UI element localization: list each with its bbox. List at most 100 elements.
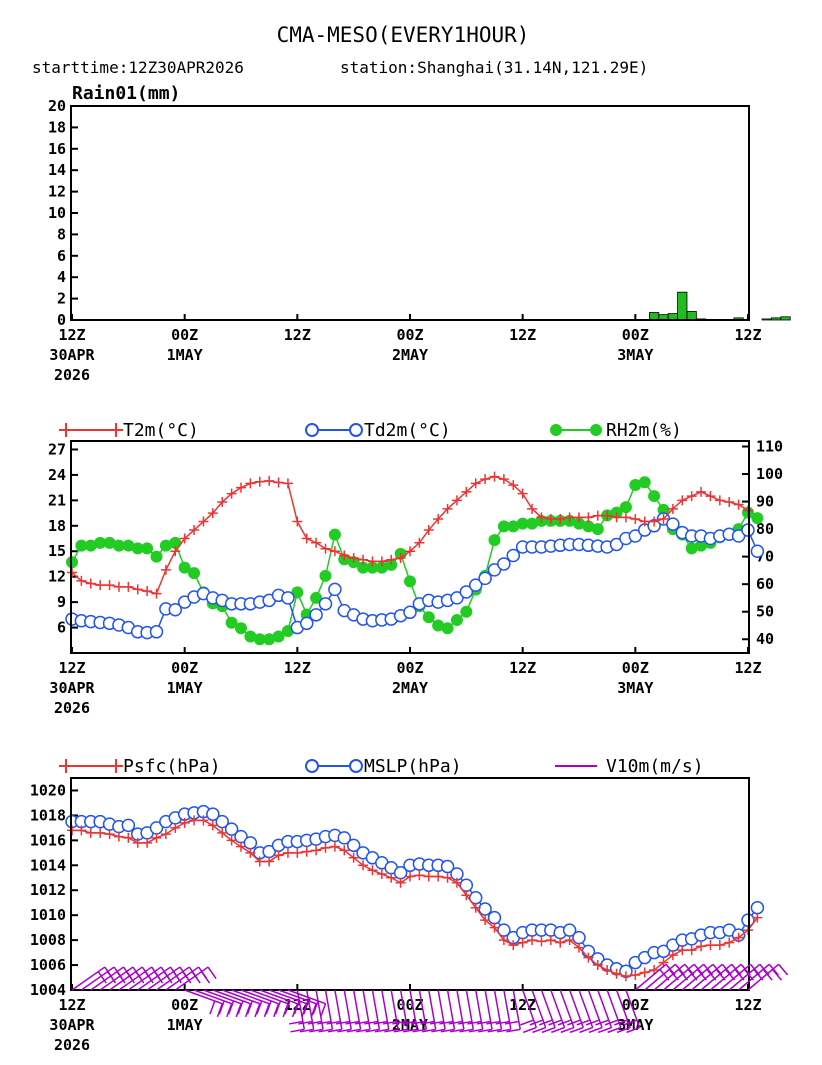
wind-barb <box>548 989 566 1034</box>
rh2m-point <box>253 633 266 646</box>
y-tick-label: 1006 <box>30 956 66 974</box>
y-tick-label: 1008 <box>30 931 66 949</box>
t2m-point <box>442 503 453 514</box>
psfc-point <box>142 837 153 848</box>
rh2m-point <box>103 536 116 549</box>
t2m-point <box>329 546 340 557</box>
y-tick-label: 1016 <box>30 831 66 849</box>
t2m-point <box>254 476 265 487</box>
wind-barb <box>623 989 641 1034</box>
y-tick-label: 14 <box>48 161 66 179</box>
t2m-point <box>423 525 434 536</box>
t2m-point <box>620 512 631 523</box>
y2-tick-label: 60 <box>756 575 774 593</box>
psfc-point <box>480 915 491 926</box>
x-tick-hour: 12Z <box>284 659 311 677</box>
rh2m-point <box>94 536 107 549</box>
td2m-point <box>318 597 333 611</box>
psfc-point <box>329 841 340 852</box>
t2m-point <box>386 554 397 565</box>
y2-tick-label: 100 <box>756 465 783 483</box>
x-tick-hour: 12Z <box>509 326 536 344</box>
td2m-point <box>149 625 164 639</box>
rh2m-point <box>291 586 304 599</box>
psfc-point <box>76 825 87 836</box>
t2m-point <box>217 497 228 508</box>
psfc-point <box>339 845 350 856</box>
psfc-point <box>301 846 312 857</box>
x-tick-hour: 12Z <box>734 996 761 1014</box>
rh2m-point <box>188 567 201 580</box>
wind-barb <box>585 989 603 1034</box>
psfc-point <box>574 942 584 953</box>
t2m-point <box>592 510 603 521</box>
psfc-point <box>423 871 434 882</box>
rh2m-point <box>638 476 651 489</box>
rh2m-point <box>751 512 764 525</box>
legend-psfc-label: Psfc(hPa) <box>123 756 221 777</box>
rh2m-point <box>244 630 257 643</box>
y-tick-label: 21 <box>48 491 66 509</box>
y-tick-label: 4 <box>57 268 66 286</box>
mslp-point <box>206 807 220 821</box>
x-tick-hour: 12Z <box>734 659 761 677</box>
rh2m-point <box>441 622 454 635</box>
t2m-point <box>95 580 106 591</box>
y-tick-label: 1004 <box>30 981 66 999</box>
wind-barb <box>529 989 547 1034</box>
y-tick-label: 16 <box>48 140 66 158</box>
wind-barb <box>538 989 556 1034</box>
rh2m-point <box>375 561 388 574</box>
t2m-point <box>113 581 124 592</box>
x-tick-date: 1MAY <box>167 1016 203 1034</box>
psfc-point <box>217 827 228 838</box>
y-tick-label: 6 <box>57 619 66 637</box>
rh2m-point <box>582 520 595 533</box>
psfc-point <box>160 829 171 840</box>
psfc-point <box>95 827 106 838</box>
t2m-point <box>376 556 387 567</box>
rh2m-point <box>648 490 661 503</box>
t2m-point <box>545 514 556 525</box>
psfc-point <box>311 845 322 856</box>
psfc-point <box>752 912 763 923</box>
x-tick-date: 2MAY <box>392 679 428 697</box>
mslp-point <box>487 910 502 925</box>
rh2m-point <box>450 613 463 626</box>
psfc-point <box>630 970 641 981</box>
psfc-point <box>198 815 209 826</box>
psfc-point <box>132 837 143 848</box>
rh2m-point <box>225 616 238 629</box>
y-tick-label: 1014 <box>30 856 66 874</box>
t2m-point <box>517 488 528 499</box>
wind-barb <box>738 963 779 991</box>
psfc-point <box>527 935 538 946</box>
rh2m-point <box>460 605 473 618</box>
psfc-point <box>179 817 190 828</box>
x-tick-date: 3MAY <box>617 1016 653 1034</box>
rh2m-point <box>319 569 332 582</box>
rh2m-point <box>159 539 172 552</box>
mslp-point <box>572 930 586 945</box>
t2m-point <box>677 495 688 506</box>
y-tick-label: 12 <box>48 183 66 201</box>
wind-barb <box>231 989 270 1018</box>
rain-plot-frame <box>70 105 750 321</box>
psfc-point <box>405 871 415 882</box>
psfc-point <box>545 935 556 946</box>
t2m-point <box>574 512 584 523</box>
rh2m-point <box>385 558 398 571</box>
psfc-point <box>620 971 631 982</box>
y2-tick-label: 50 <box>756 603 774 621</box>
wind-barb <box>203 989 242 1018</box>
t2m-point <box>179 533 190 544</box>
td2m-point <box>731 529 746 543</box>
psfc-point <box>254 856 265 867</box>
t2m-point <box>189 525 200 536</box>
t2m-point <box>320 543 331 554</box>
t2m-point <box>714 495 725 506</box>
wind-barb <box>504 989 521 1033</box>
psfc-point <box>602 965 613 976</box>
legend-td2m: Td2m(°C) <box>305 420 451 441</box>
thermo-left-y-axis: 6 9 12 15 18 21 24 27 <box>48 440 78 637</box>
